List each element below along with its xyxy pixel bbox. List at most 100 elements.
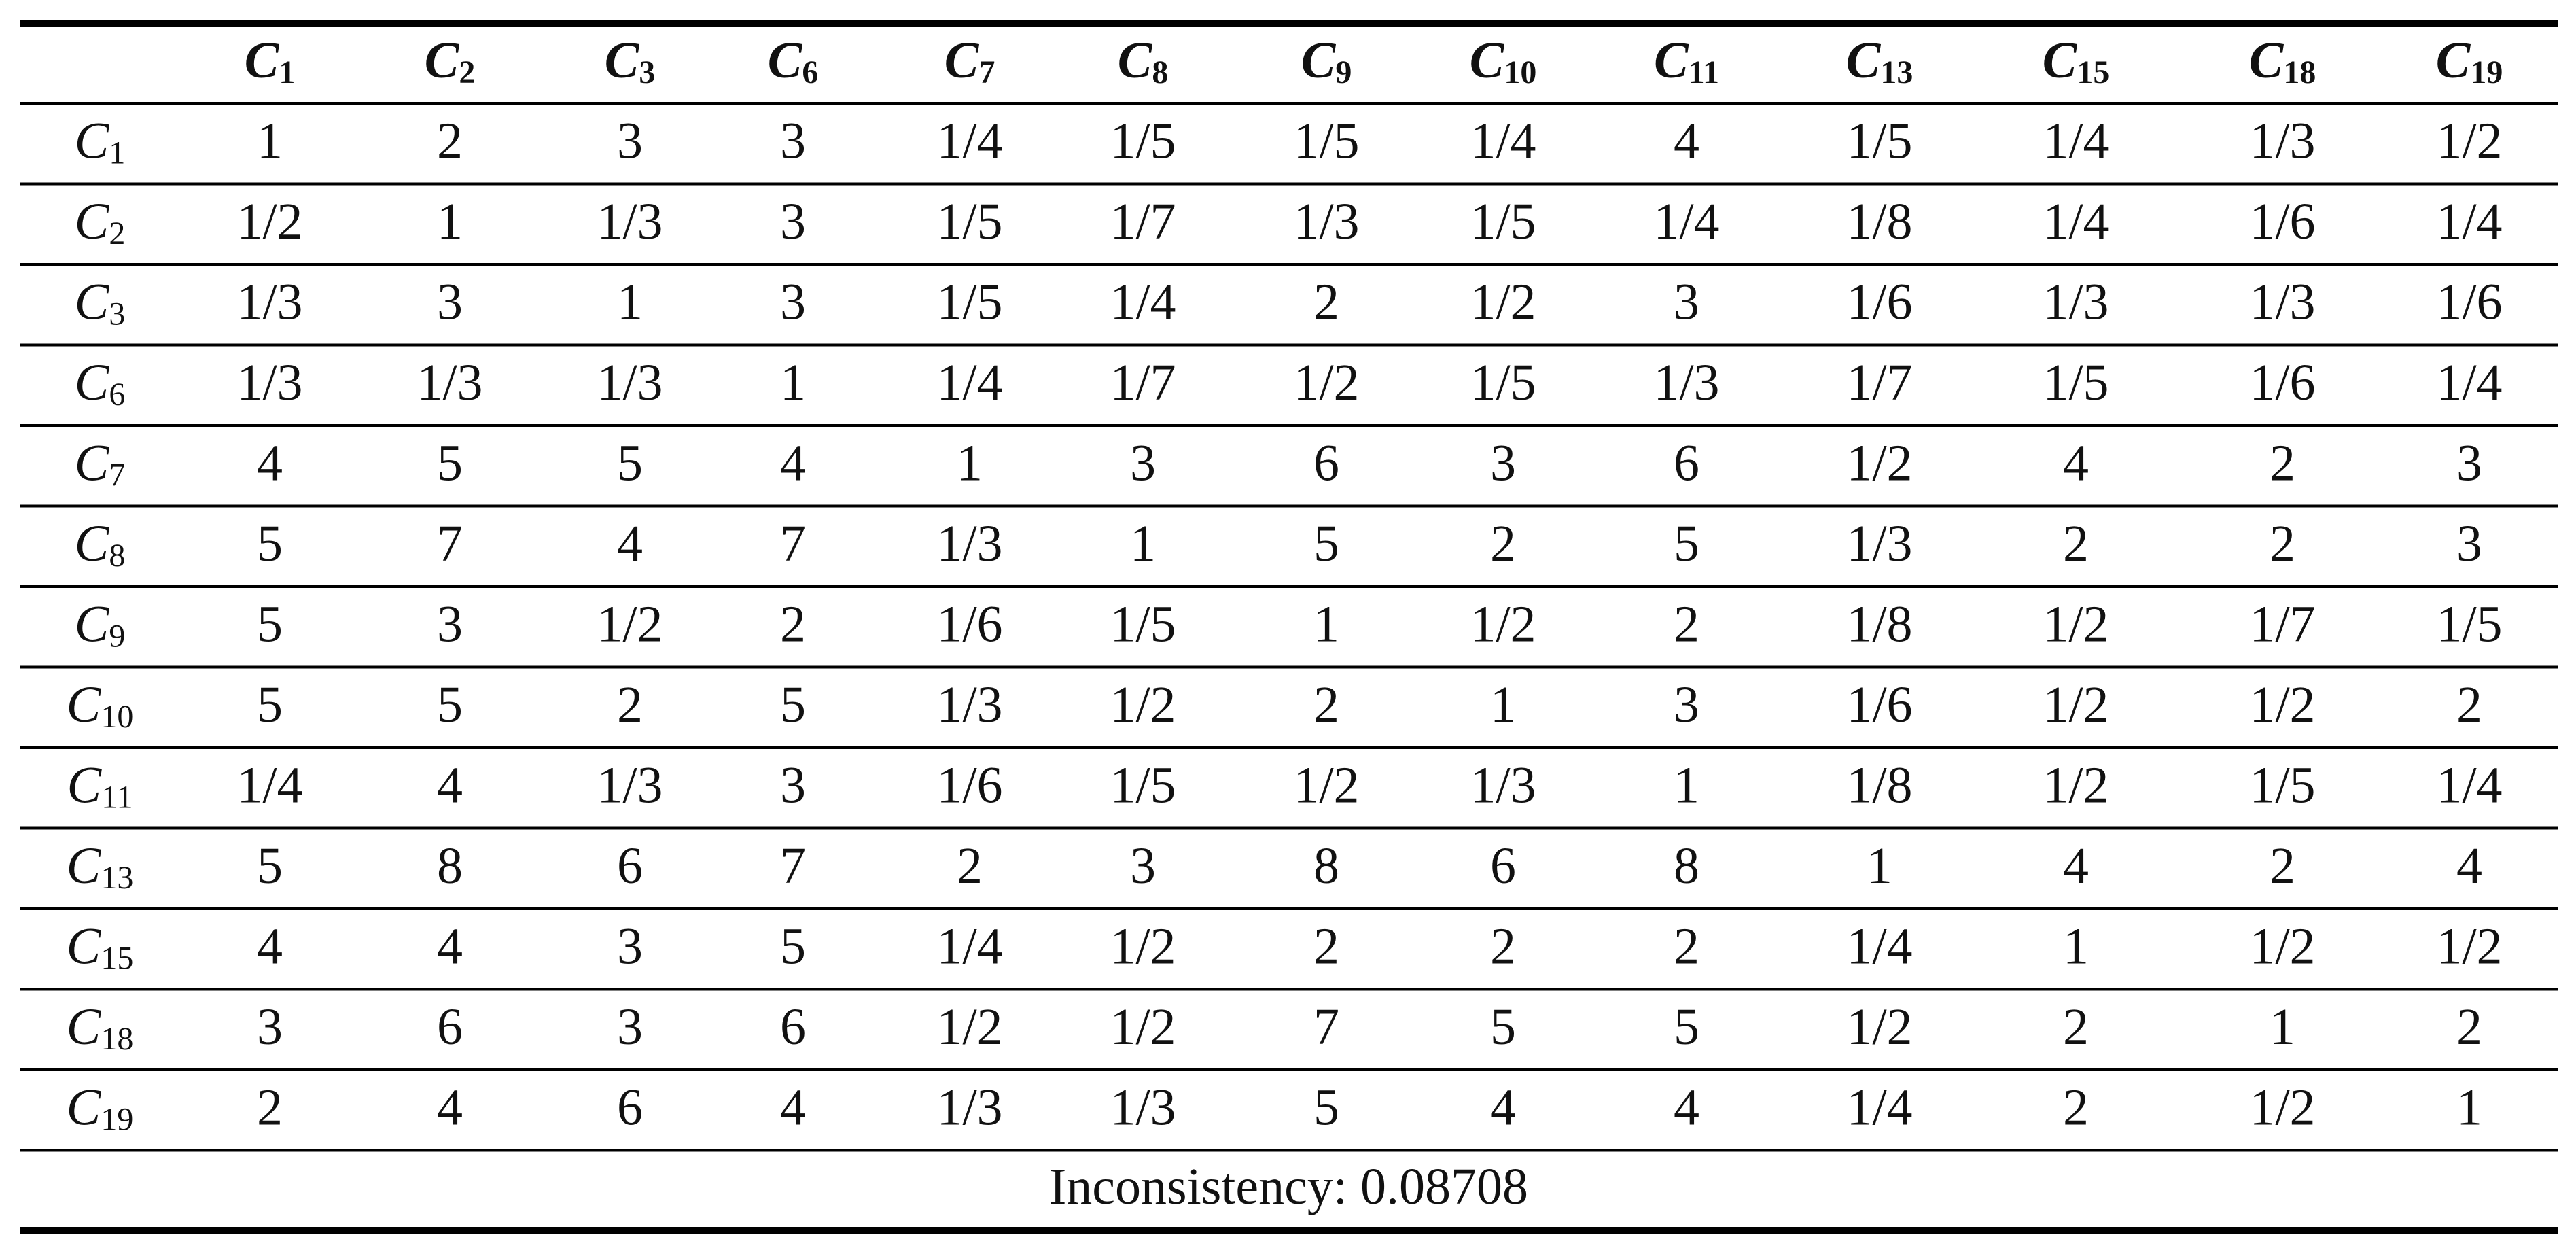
cell: 1	[1130, 515, 1156, 572]
cell: 1/3	[1470, 757, 1536, 814]
cell: 2	[1313, 918, 1339, 975]
row-label-subscript: 18	[101, 1021, 133, 1057]
cell: 3	[780, 193, 806, 250]
row-label-base: C	[67, 676, 102, 733]
row-label: C15	[67, 918, 134, 977]
column-header-base: C	[1470, 32, 1505, 89]
cell: 1/3	[936, 1079, 1002, 1136]
cell: 1	[257, 113, 283, 170]
column-header: C3	[605, 32, 656, 90]
cell: 3	[1130, 435, 1156, 492]
cell: 1/3	[1653, 354, 1719, 411]
cell: 7	[780, 837, 806, 894]
cell: 1/4	[2436, 193, 2502, 250]
cell: 1	[2063, 918, 2089, 975]
row-label-subscript: 10	[101, 699, 133, 735]
cell: 6	[1490, 837, 1516, 894]
cell: 1/6	[1846, 676, 1912, 733]
cell: 2	[2270, 837, 2295, 894]
row-label-base: C	[67, 757, 103, 814]
cell: 1/6	[2249, 193, 2315, 250]
cell: 1/4	[1110, 274, 1176, 331]
column-header: C7	[945, 32, 995, 90]
cell: 5	[1674, 515, 1699, 572]
column-header-base: C	[945, 32, 980, 89]
column-header-base: C	[1118, 32, 1153, 89]
row-label-base: C	[67, 1079, 102, 1136]
column-header: C9	[1301, 32, 1352, 90]
row-label-base: C	[75, 274, 110, 331]
cell: 3	[2456, 435, 2482, 492]
row-label-subscript: 3	[109, 296, 125, 332]
cell: 2	[1490, 918, 1516, 975]
cell: 1/2	[1293, 354, 1359, 411]
cell: 1/6	[936, 596, 1002, 653]
cell: 3	[780, 274, 806, 331]
cell: 4	[2063, 435, 2089, 492]
cell: 1/5	[936, 193, 1002, 250]
row-label: C8	[75, 515, 126, 574]
cell: 3	[1674, 676, 1699, 733]
row-label: C18	[67, 998, 134, 1057]
cell: 3	[437, 596, 463, 653]
row-label-base: C	[67, 837, 102, 894]
cell: 1/6	[2436, 274, 2502, 331]
cell: 1/2	[1110, 998, 1176, 1056]
column-header: C11	[1654, 32, 1719, 90]
cell: 5	[617, 435, 643, 492]
cell: 5	[1313, 515, 1339, 572]
cell: 2	[1490, 515, 1516, 572]
cell: 1/5	[1110, 113, 1176, 170]
cell: 6	[1674, 435, 1699, 492]
column-header: C15	[2043, 32, 2110, 90]
row-label-subscript: 8	[109, 538, 125, 574]
cell: 1	[957, 435, 983, 492]
cell: 4	[1674, 113, 1699, 170]
cell: 1/5	[1470, 354, 1536, 411]
row-label-base: C	[67, 918, 102, 975]
cell: 1/3	[597, 354, 663, 411]
cell: 1/3	[936, 676, 1002, 733]
row-label: C7	[75, 435, 126, 493]
cell: 5	[780, 676, 806, 733]
cell: 1/3	[597, 757, 663, 814]
cell: 5	[1313, 1079, 1339, 1136]
cell: 1/2	[1470, 274, 1536, 331]
cell: 4	[2456, 837, 2482, 894]
cell: 1/8	[1846, 596, 1912, 653]
column-header-subscript: 8	[1152, 54, 1168, 90]
row-label: C19	[67, 1079, 134, 1138]
cell: 3	[437, 274, 463, 331]
cell: 1/3	[936, 515, 1002, 572]
cell: 1/4	[2436, 757, 2502, 814]
row-label-base: C	[75, 435, 110, 492]
cell: 5	[780, 918, 806, 975]
cell: 1/5	[2436, 596, 2502, 653]
column-header-base: C	[2249, 32, 2284, 89]
column-header-base: C	[245, 32, 280, 89]
row-label-subscript: 2	[109, 215, 125, 251]
cell: 3	[780, 113, 806, 170]
cell: 1/4	[1846, 918, 1912, 975]
cell: 5	[257, 676, 283, 733]
cell: 2	[2063, 998, 2089, 1056]
column-header-subscript: 15	[2077, 54, 2109, 90]
cell: 1/2	[2043, 757, 2109, 814]
cell: 2	[2063, 515, 2089, 572]
cell: 2	[257, 1079, 283, 1136]
cell: 3	[2456, 515, 2482, 572]
cell: 1/2	[597, 596, 663, 653]
cell: 8	[1313, 837, 1339, 894]
column-header-subscript: 9	[1335, 54, 1352, 90]
cell: 1/2	[2043, 596, 2109, 653]
cell: 4	[437, 1079, 463, 1136]
column-header-base: C	[2043, 32, 2078, 89]
cell: 3	[1490, 435, 1516, 492]
row-label-subscript: 9	[109, 618, 125, 654]
cell: 1/5	[2043, 354, 2109, 411]
cell: 1/5	[1846, 113, 1912, 170]
cell: 1/6	[1846, 274, 1912, 331]
cell: 3	[617, 918, 643, 975]
cell: 8	[437, 837, 463, 894]
row-label-base: C	[75, 354, 110, 411]
